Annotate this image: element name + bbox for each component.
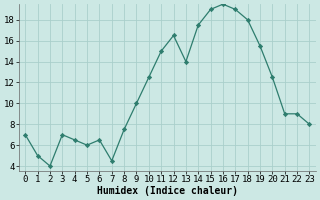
X-axis label: Humidex (Indice chaleur): Humidex (Indice chaleur) (97, 186, 238, 196)
